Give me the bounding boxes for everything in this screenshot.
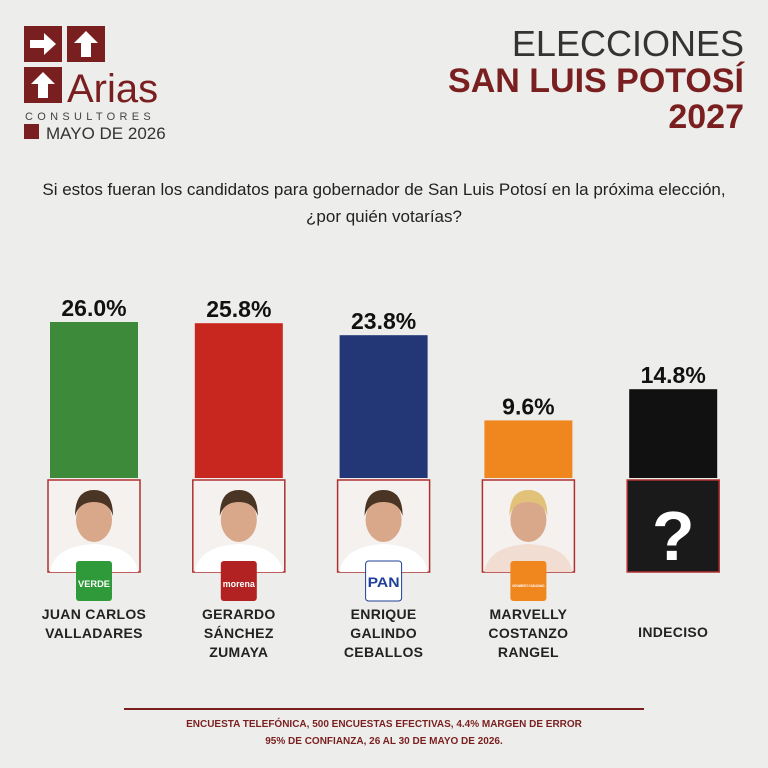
party-logo-text: morena [223, 579, 256, 589]
footer: ENCUESTA TELEFÓNICA, 500 ENCUESTAS EFECT… [186, 719, 582, 747]
bar [339, 335, 428, 478]
value-label: 23.8% [351, 308, 416, 334]
value-label: 26.0% [61, 295, 126, 321]
logo-arrow [30, 33, 56, 55]
category-label: MARVELLY COSTANZO RANGEL [488, 606, 569, 660]
photo-frame [626, 479, 720, 573]
question: Si estos fueran los candidatos para gobe… [42, 180, 726, 226]
title-line1: ELECCIONES [512, 23, 744, 64]
party-logo [220, 561, 257, 601]
photo-hair [509, 490, 548, 516]
bar [629, 389, 718, 478]
photo-head [76, 498, 112, 542]
date-marker [24, 124, 39, 139]
party-logo-text: VERDE [78, 579, 110, 589]
bar [484, 420, 573, 478]
brand: Arias [67, 67, 158, 111]
party-logo [76, 561, 112, 601]
photo-body [339, 544, 428, 572]
category-label: INDECISO [638, 624, 709, 640]
party-logo-text: PAN [368, 574, 400, 590]
title-line2: SAN LUIS POTOSÍ [448, 62, 746, 100]
logo-arrow [31, 72, 55, 98]
party-logo [510, 561, 547, 601]
photo-hair [219, 490, 258, 516]
photo-body [50, 544, 138, 572]
brand-subtitle: CONSULTORES [25, 111, 155, 123]
value-label: 9.6% [502, 393, 554, 419]
bar [50, 322, 138, 478]
undecided-icon: ? [652, 497, 695, 575]
title-line3: 2027 [668, 98, 744, 136]
category-label: ENRIQUE GALINDO CEBALLOS [343, 606, 424, 660]
value-label: 14.8% [641, 362, 706, 388]
photo-body [484, 544, 573, 572]
photo-head [220, 498, 257, 542]
party-logo [365, 560, 403, 602]
photo-hair [364, 490, 403, 516]
value-label: 25.8% [206, 296, 271, 322]
bar [194, 323, 283, 478]
category-label: GERARDO SÁNCHEZ ZUMAYA [201, 606, 276, 660]
photo-head [365, 498, 402, 542]
photo-head [510, 498, 547, 542]
category-label: JUAN CARLOS VALLADARES [41, 606, 147, 641]
party-logo-text: MOVIMIENTO CIUDADANO [512, 584, 544, 588]
photo-hair [75, 490, 113, 516]
logo-arrow [74, 31, 98, 57]
date: MAYO DE 2026 [46, 124, 166, 143]
photo-body [194, 544, 283, 572]
